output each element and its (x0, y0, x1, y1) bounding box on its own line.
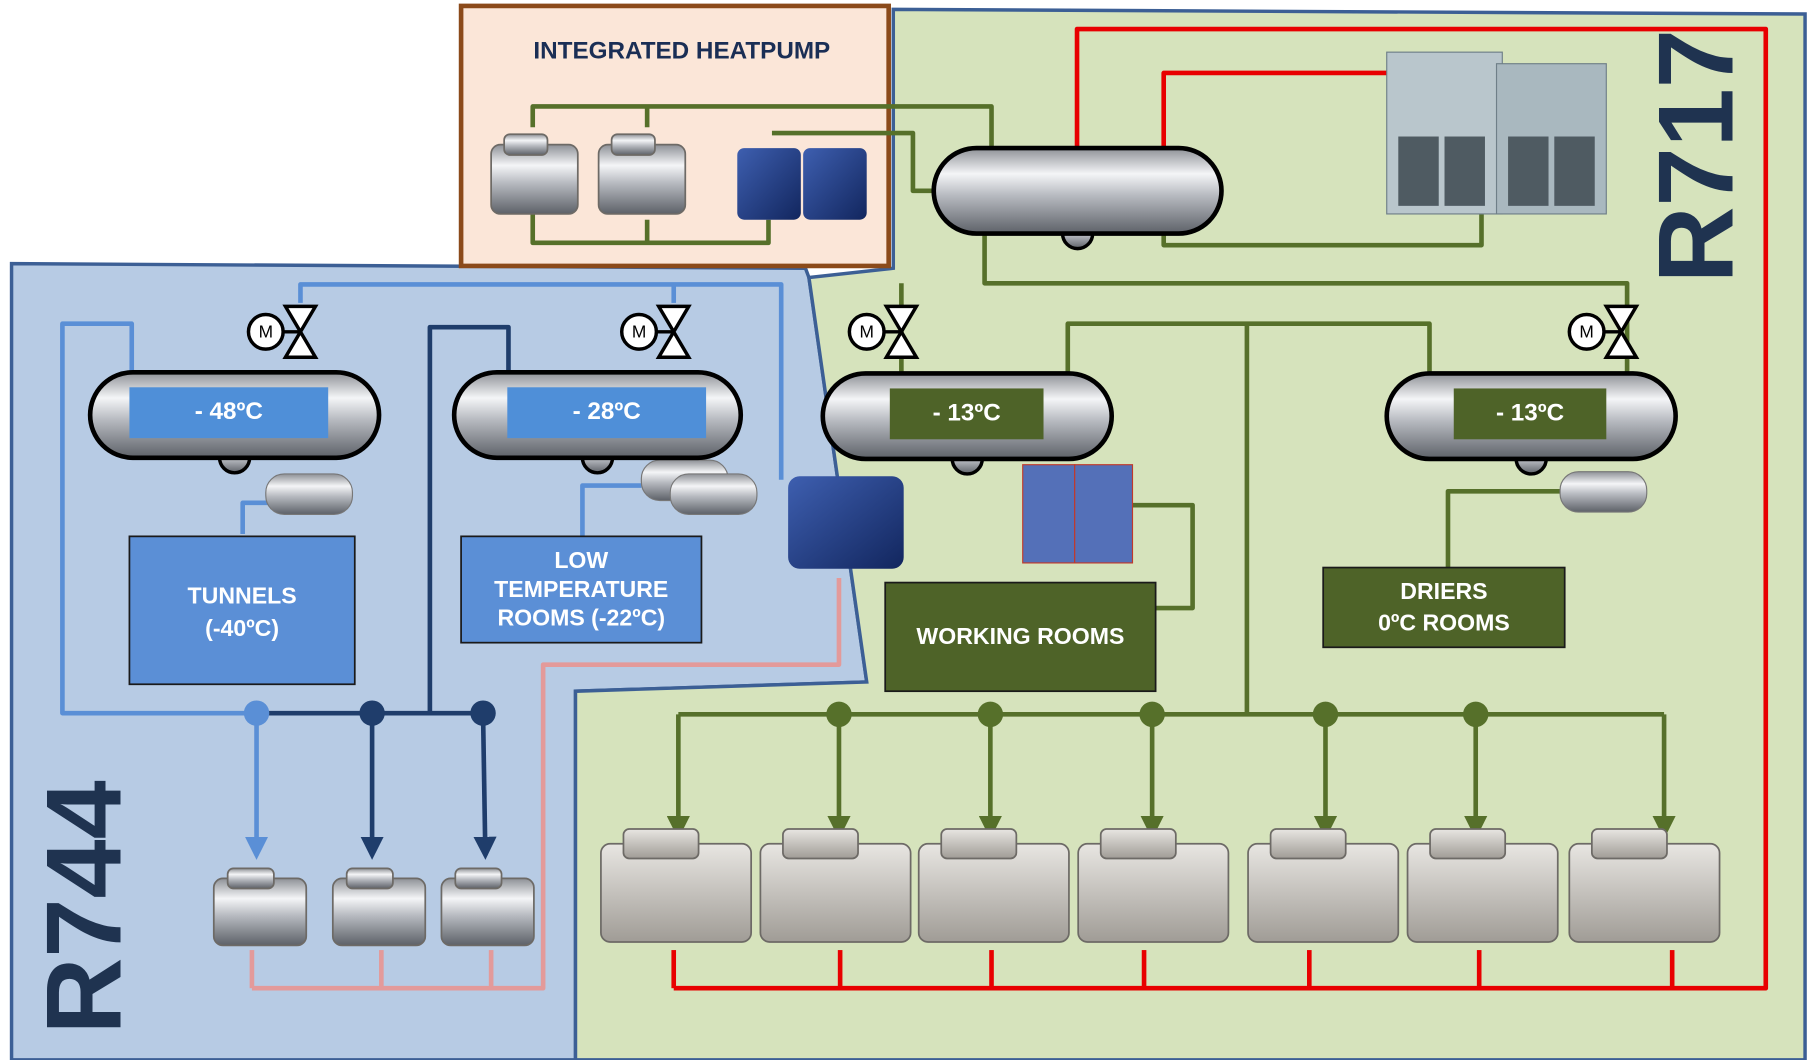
machine-part (623, 829, 698, 858)
r744-label: R744 (25, 780, 144, 1034)
page: Refrigeration system diagram {"header": … (0, 0, 1812, 1060)
room-label: LOW (554, 547, 608, 573)
junction (1463, 702, 1488, 727)
junction (978, 702, 1003, 727)
valve-motor-label: M (859, 322, 873, 342)
pipe (483, 713, 485, 855)
valve-motor-label: M (259, 322, 273, 342)
vessel (934, 148, 1222, 234)
diagram: INTEGRATED HEATPUMP R717 R744 - 48ºC - 28… (0, 0, 1812, 1060)
room-label: 0ºC ROOMS (1378, 609, 1510, 635)
machine-part (455, 868, 501, 888)
junction (1139, 702, 1164, 727)
room-label: TEMPERATURE (494, 576, 668, 602)
room-label: DRIERS (1400, 578, 1487, 604)
machine-part (1271, 829, 1346, 858)
pump (1560, 472, 1647, 512)
vessel-temperature: - 13ºC (1496, 399, 1564, 426)
machine-part (612, 134, 655, 155)
machine-part (783, 829, 858, 858)
plate-exchanger (1023, 465, 1075, 563)
r717-label: R717 (1637, 29, 1756, 283)
junction (244, 700, 269, 725)
plate-exchanger (1075, 465, 1133, 563)
heatpump-title: INTEGRATED HEATPUMP (533, 38, 830, 65)
plate-exchanger (737, 148, 801, 220)
pump (670, 474, 757, 514)
vessel-temperature: - 48ºC (195, 398, 263, 425)
plate-exchanger (803, 148, 867, 220)
vessel-temperature: - 28ºC (573, 398, 641, 425)
condenser-fan (1398, 137, 1438, 206)
condenser-fan (1445, 137, 1485, 206)
page-body: INTEGRATED HEATPUMP R717 R744 - 48ºC - 28… (0, 0, 1812, 1060)
vessel-temperature: - 13ºC (933, 399, 1001, 426)
machine-part (228, 868, 274, 888)
junction (826, 702, 851, 727)
valve-motor-label: M (1579, 322, 1593, 342)
room (129, 536, 354, 684)
machine-part (1101, 829, 1176, 858)
room-label: (-40ºC) (205, 615, 279, 641)
pump (266, 474, 353, 514)
machine-part (1592, 829, 1667, 858)
machine-part (347, 868, 393, 888)
junction (470, 700, 495, 725)
condenser-fan (1554, 137, 1594, 206)
junction (359, 700, 384, 725)
room-label: WORKING ROOMS (916, 623, 1124, 649)
room-label: TUNNELS (188, 583, 297, 609)
room-label: ROOMS (-22ºC) (497, 605, 665, 631)
machine-part (941, 829, 1016, 858)
machine-part (504, 134, 547, 155)
condenser-fan (1508, 137, 1548, 206)
machine-part (1430, 829, 1505, 858)
junction (1313, 702, 1338, 727)
valve-motor-label: M (632, 322, 646, 342)
heatpump-unit (788, 476, 904, 568)
